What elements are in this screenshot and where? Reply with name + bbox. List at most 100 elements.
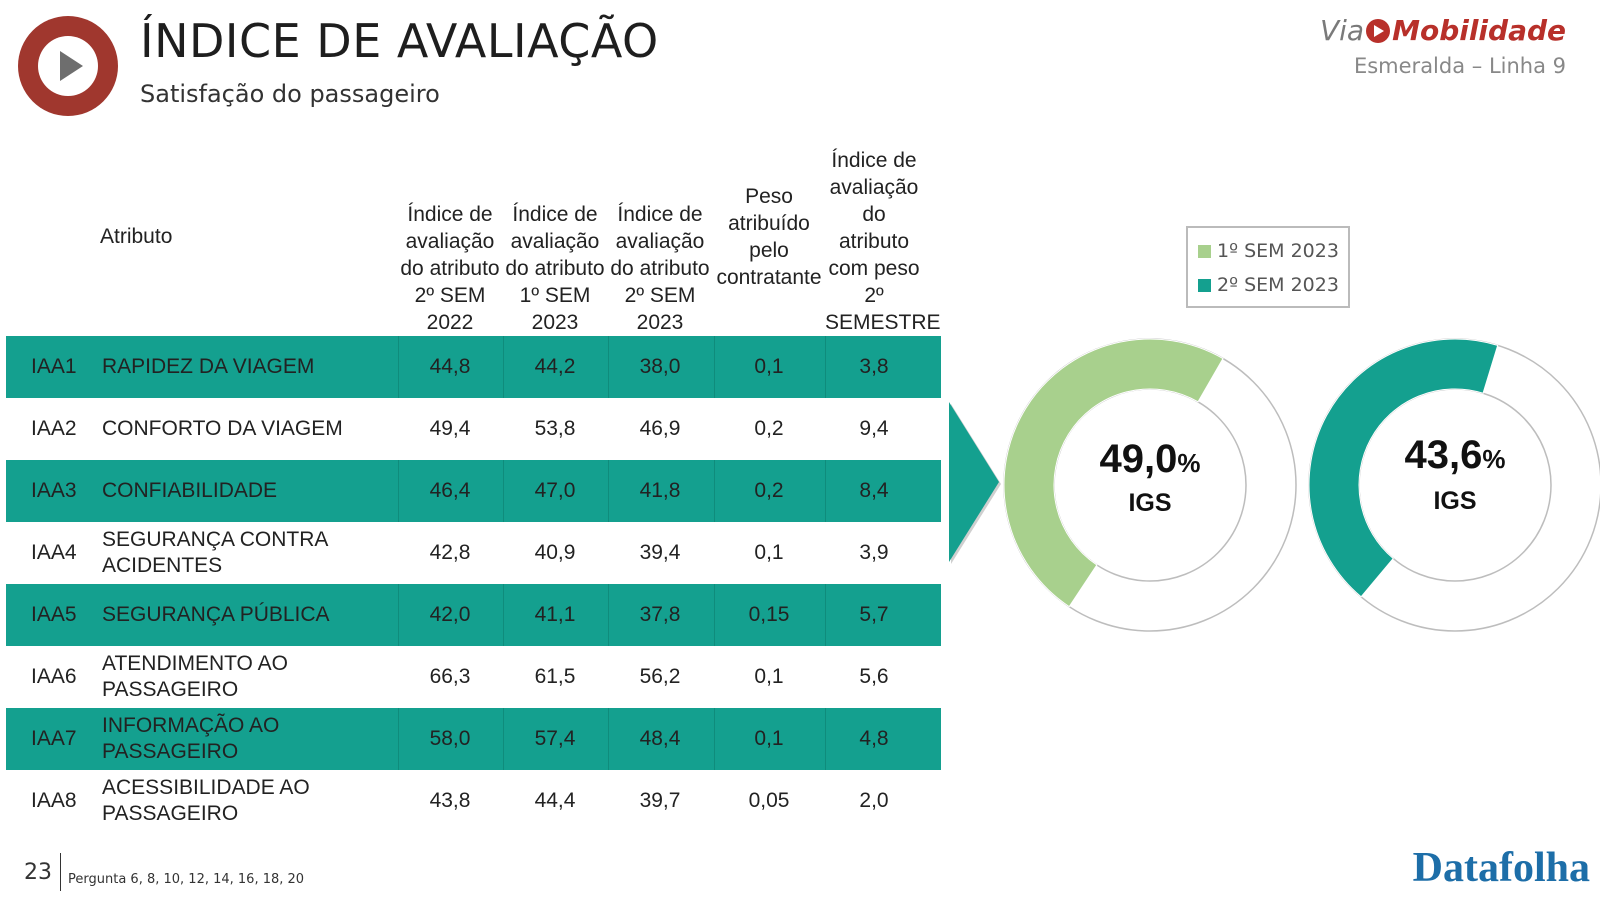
table-row: IAA5 SEGURANÇA PÚBLICA 42,0 41,1 37,8 0,15 5,7 — [6, 584, 941, 646]
row-separator — [825, 584, 826, 646]
row-value-v4: 0,1 — [754, 355, 784, 378]
header-col-weight: Peso atribuído pelo contratante — [716, 185, 822, 289]
row-value-v5: 5,7 — [859, 603, 889, 626]
row-attribute: SEGURANÇA CONTRA ACIDENTES — [102, 528, 328, 577]
row-value-v5: 4,8 — [859, 727, 889, 750]
row-value-v4: 0,2 — [754, 479, 784, 502]
header-col-2sem-2022: Índice de avaliação do atributo 2º SEM 2… — [400, 203, 500, 334]
row-value-v5: 5,6 — [859, 665, 889, 688]
brand-name: Mobilidade — [1392, 14, 1566, 47]
row-attribute: CONFORTO DA VIAGEM — [102, 417, 343, 440]
table-row: IAA8 ACESSIBILIDADE AO PASSAGEIRO 43,8 44,4… — [6, 770, 941, 832]
table-header: Atributo Índice de avaliação do atributo… — [6, 140, 941, 336]
row-separator — [398, 460, 399, 522]
footer-divider — [60, 853, 61, 891]
legend-label: 2º SEM 2023 — [1217, 274, 1339, 296]
header-col-2sem-2023: Índice de avaliação do atributo 2º SEM 2… — [610, 203, 710, 334]
row-separator — [398, 708, 399, 770]
donut-value: 49,0% — [1002, 437, 1298, 482]
row-value-v3: 56,2 — [639, 665, 681, 688]
table-row: IAA3 CONFIABILIDADE 46,4 47,0 41,8 0,2 8,4 — [6, 460, 941, 522]
donut-value-unit: % — [1482, 444, 1506, 474]
viamobilidade-logo: Via Mobilidade — [1320, 14, 1566, 47]
row-separator — [825, 708, 826, 770]
row-separator — [714, 460, 715, 522]
row-attribute: ATENDIMENTO AO PASSAGEIRO — [102, 652, 288, 701]
page-subtitle: Satisfação do passageiro — [140, 80, 440, 108]
row-value-v1: 66,3 — [429, 665, 471, 688]
play-logo-icon — [18, 16, 118, 116]
row-value-v1: 46,4 — [429, 479, 471, 502]
row-value-v3: 38,0 — [639, 355, 681, 378]
row-value-v3: 46,9 — [639, 417, 681, 440]
row-value-v5: 8,4 — [859, 479, 889, 502]
row-attribute: RAPIDEZ DA VIAGEM — [102, 355, 315, 378]
row-attribute: CONFIABILIDADE — [102, 479, 278, 502]
donut-outline — [1358, 388, 1552, 582]
chart-legend: 1º SEM 2023 2º SEM 2023 — [1186, 226, 1350, 308]
donut-value-number: 43,6 — [1404, 433, 1483, 477]
donut-outline — [1053, 388, 1247, 582]
legend-swatch — [1198, 244, 1211, 258]
row-value-v3: 39,4 — [639, 541, 681, 564]
page-title: ÍNDICE DE AVALIAÇÃO — [140, 14, 659, 68]
row-value-v2: 41,1 — [534, 603, 576, 626]
row-attribute: ACESSIBILIDADE AO PASSAGEIRO — [102, 776, 310, 825]
row-separator — [608, 460, 609, 522]
donut-value-unit: % — [1177, 448, 1201, 478]
header-col-weighted: Índice de avaliação do atributo com peso… — [825, 149, 941, 334]
legend-item-2sem: 2º SEM 2023 — [1198, 274, 1339, 296]
row-value-v3: 41,8 — [639, 479, 681, 502]
row-value-v2: 61,5 — [534, 665, 576, 688]
row-value-v2: 53,8 — [534, 417, 576, 440]
row-separator — [608, 708, 609, 770]
table-row: IAA2 CONFORTO DA VIAGEM 49,4 53,8 46,9 0,2 9,4 — [6, 398, 941, 460]
row-id: IAA4 — [31, 541, 77, 564]
row-value-v1: 49,4 — [429, 417, 471, 440]
row-separator — [503, 460, 504, 522]
row-value-v1: 58,0 — [429, 727, 471, 750]
row-separator — [608, 336, 609, 398]
row-separator — [608, 584, 609, 646]
row-separator — [825, 460, 826, 522]
row-value-v2: 40,9 — [534, 541, 576, 564]
row-separator — [503, 584, 504, 646]
page-number: 23 — [24, 860, 52, 885]
table-row: IAA1 RAPIDEZ DA VIAGEM 44,8 44,2 38,0 0,1 3,8 — [6, 336, 941, 398]
row-attribute: SEGURANÇA PÚBLICA — [102, 603, 330, 626]
row-value-v2: 44,4 — [534, 789, 576, 812]
row-separator — [825, 336, 826, 398]
donut-value-number: 49,0 — [1099, 437, 1178, 481]
legend-swatch — [1198, 278, 1211, 292]
donut-2sem-2023: 43,6% IGS — [1307, 337, 1600, 633]
arrow-right-icon — [949, 402, 999, 562]
row-value-v3: 39,7 — [639, 789, 681, 812]
row-id: IAA3 — [31, 479, 77, 502]
row-value-v1: 42,0 — [429, 603, 471, 626]
row-id: IAA8 — [31, 789, 77, 812]
table-row: IAA7 INFORMAÇÃO AO PASSAGEIRO 58,0 57,4 48,4… — [6, 708, 941, 770]
row-separator — [398, 336, 399, 398]
donut-center-label: IGS — [1433, 487, 1477, 515]
row-separator — [714, 584, 715, 646]
row-value-v4: 0,05 — [748, 789, 790, 812]
row-value-v5: 3,9 — [859, 541, 889, 564]
donut-segment — [1308, 338, 1499, 598]
row-value-v4: 0,1 — [754, 541, 784, 564]
header-col-1sem-2023: Índice de avaliação do atributo 1º SEM 2… — [505, 203, 605, 334]
row-value-v2: 47,0 — [534, 479, 576, 502]
row-id: IAA2 — [31, 417, 77, 440]
row-separator — [714, 336, 715, 398]
datafolha-logo: Datafolha — [1412, 845, 1590, 891]
row-separator — [503, 708, 504, 770]
row-id: IAA1 — [31, 355, 77, 378]
row-value-v1: 43,8 — [429, 789, 471, 812]
row-id: IAA7 — [31, 727, 77, 750]
row-value-v2: 44,2 — [534, 355, 576, 378]
row-value-v5: 9,4 — [859, 417, 889, 440]
row-separator — [503, 336, 504, 398]
brand-line-name: Esmeralda – Linha 9 — [1353, 54, 1566, 78]
row-value-v1: 42,8 — [429, 541, 471, 564]
header-attribute: Atributo — [100, 225, 173, 248]
row-value-v4: 0,15 — [748, 603, 790, 626]
